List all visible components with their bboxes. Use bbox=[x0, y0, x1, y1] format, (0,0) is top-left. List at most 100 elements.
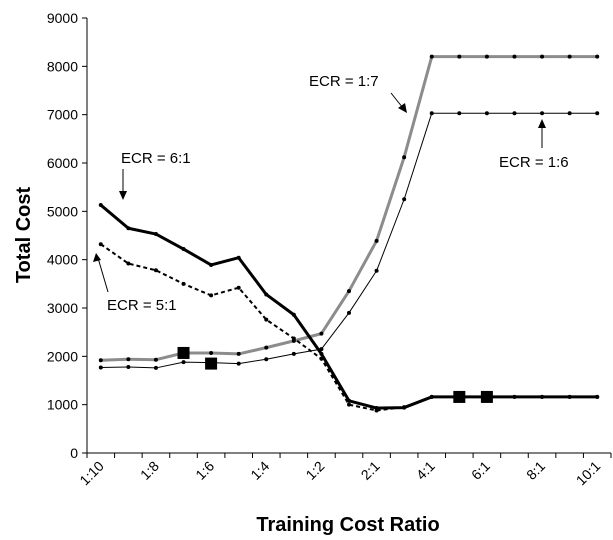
data-point bbox=[429, 111, 434, 116]
data-point bbox=[181, 281, 186, 286]
series-line-ecr-5-1 bbox=[100, 243, 598, 412]
series-layer bbox=[98, 54, 600, 413]
data-point bbox=[236, 285, 241, 290]
data-point bbox=[153, 357, 158, 362]
data-point bbox=[153, 232, 158, 237]
data-point bbox=[567, 54, 572, 59]
data-point bbox=[374, 406, 379, 411]
x-tick-label: 1:10 bbox=[76, 458, 107, 489]
data-point bbox=[429, 54, 434, 59]
y-tick-label: 7000 bbox=[47, 107, 78, 123]
data-point bbox=[264, 357, 269, 362]
y-tick-label: 5000 bbox=[47, 203, 78, 219]
data-point bbox=[402, 197, 407, 202]
y-tick-label: 9000 bbox=[47, 10, 78, 26]
data-point bbox=[209, 262, 214, 267]
annotation-ecr-1-6: ECR = 1:6 bbox=[499, 119, 569, 171]
data-point bbox=[374, 268, 379, 273]
data-point bbox=[264, 317, 269, 322]
data-point bbox=[374, 238, 379, 243]
data-point bbox=[347, 289, 351, 294]
data-point bbox=[236, 255, 241, 260]
data-point bbox=[319, 331, 324, 336]
data-point bbox=[264, 292, 269, 297]
x-tick-label: 4:1 bbox=[413, 458, 438, 483]
data-point bbox=[595, 54, 600, 59]
data-point bbox=[457, 111, 462, 116]
x-axis-ticks: 1:10 1:8 1:6 1:4 1:2 2:1 4:1 6:1 8:1 10:1 bbox=[76, 453, 612, 489]
y-tick-label: 4000 bbox=[47, 252, 78, 268]
annotation-ecr-1-7-arrow bbox=[390, 92, 404, 109]
x-tick-label: 2:1 bbox=[358, 458, 383, 483]
data-point bbox=[181, 247, 186, 252]
y-axis-ticks: 0 1000 2000 3000 4000 5000 6000 7000 8000 9000 bbox=[47, 10, 87, 461]
data-point bbox=[484, 111, 489, 116]
x-tick-label: 1:4 bbox=[247, 458, 272, 483]
data-point bbox=[567, 111, 572, 116]
data-point bbox=[181, 360, 186, 365]
data-point bbox=[347, 402, 351, 407]
square-markers bbox=[177, 346, 493, 403]
data-point bbox=[512, 54, 517, 59]
data-point bbox=[209, 293, 214, 298]
x-tick-label: 6:1 bbox=[468, 458, 493, 483]
x-tick-label: 1:2 bbox=[302, 458, 327, 483]
x-axis-title: Training Cost Ratio bbox=[256, 514, 439, 536]
annotation-ecr-5-1: ECR = 5:1 bbox=[93, 253, 177, 314]
data-point bbox=[236, 351, 241, 356]
data-point bbox=[126, 226, 131, 231]
data-point bbox=[595, 394, 600, 399]
y-tick-label: 2000 bbox=[47, 348, 78, 364]
annotation-ecr-5-1-arrow bbox=[97, 257, 109, 293]
data-point bbox=[402, 155, 407, 160]
annotation-ecr-5-1-label: ECR = 5:1 bbox=[107, 297, 177, 314]
data-point bbox=[595, 111, 600, 116]
y-tick-label: 0 bbox=[70, 445, 78, 461]
square-marker bbox=[177, 346, 190, 359]
data-point bbox=[429, 394, 434, 399]
data-point bbox=[126, 357, 131, 362]
data-point bbox=[98, 358, 103, 363]
data-point bbox=[126, 364, 131, 369]
data-point bbox=[153, 365, 158, 370]
data-point bbox=[98, 203, 103, 208]
data-point bbox=[126, 261, 131, 266]
x-tick-label: 1:6 bbox=[192, 458, 217, 483]
data-point bbox=[512, 394, 517, 399]
data-point bbox=[347, 310, 351, 315]
data-point bbox=[98, 242, 103, 247]
data-point bbox=[484, 54, 489, 59]
square-marker bbox=[453, 390, 466, 403]
annotation-ecr-1-7: ECR = 1:7 bbox=[309, 73, 407, 113]
data-point bbox=[402, 405, 407, 410]
data-point bbox=[291, 312, 296, 317]
data-point bbox=[567, 394, 572, 399]
data-point bbox=[319, 351, 324, 356]
x-tick-label: 8:1 bbox=[523, 458, 548, 483]
x-tick-label: 1:8 bbox=[137, 458, 162, 483]
annotation-ecr-1-7-arrowhead bbox=[398, 103, 407, 113]
annotation-ecr-1-6-label: ECR = 1:6 bbox=[499, 154, 569, 171]
data-point bbox=[540, 111, 545, 116]
annotation-ecr-5-1-arrowhead bbox=[93, 253, 101, 262]
data-point bbox=[291, 351, 296, 356]
square-marker bbox=[205, 357, 218, 370]
y-tick-label: 3000 bbox=[47, 300, 78, 316]
annotation-ecr-6-1-label: ECR = 6:1 bbox=[121, 150, 191, 167]
data-point bbox=[540, 54, 545, 59]
data-point bbox=[209, 350, 214, 355]
y-tick-label: 8000 bbox=[47, 58, 78, 74]
annotation-ecr-6-1-arrowhead bbox=[119, 191, 127, 200]
y-tick-label: 1000 bbox=[47, 397, 78, 413]
data-point bbox=[236, 361, 241, 366]
annotation-ecr-6-1: ECR = 6:1 bbox=[119, 150, 191, 200]
annotation-ecr-1-7-label: ECR = 1:7 bbox=[309, 73, 379, 90]
square-marker bbox=[480, 390, 493, 403]
data-point bbox=[457, 54, 462, 59]
data-point bbox=[153, 268, 158, 273]
annotation-ecr-1-6-arrowhead bbox=[538, 119, 546, 128]
x-tick-label: 10:1 bbox=[573, 458, 604, 489]
data-point bbox=[540, 394, 545, 399]
y-axis-title: Total Cost bbox=[13, 187, 35, 284]
